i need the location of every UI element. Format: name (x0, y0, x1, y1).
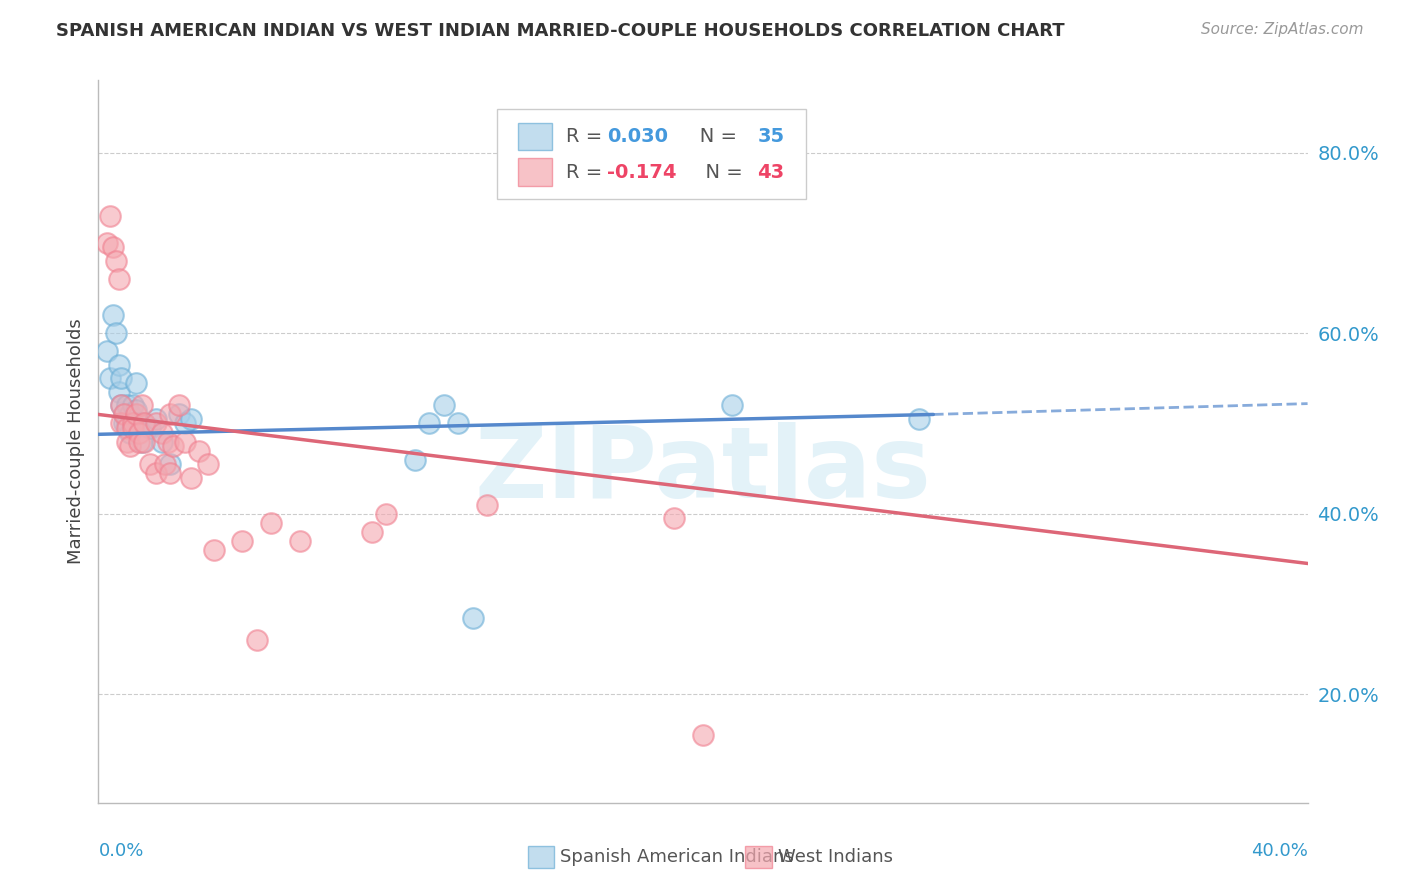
Point (145, 466, 167, 480)
Point (134, 417, 156, 431)
Y-axis label: Married-couple Households: Married-couple Households (66, 318, 84, 565)
Point (101, 308, 124, 322)
Point (433, 398, 456, 412)
Point (159, 466, 181, 480)
Point (197, 457, 219, 471)
Point (107, 358, 129, 372)
Point (120, 425, 142, 440)
Point (260, 516, 283, 530)
Point (115, 398, 138, 412)
Point (145, 417, 167, 431)
Point (361, 524, 384, 539)
Point (112, 408, 135, 422)
Point (122, 421, 145, 435)
Text: SPANISH AMERICAN INDIAN VS WEST INDIAN MARRIED-COUPLE HOUSEHOLDS CORRELATION CHA: SPANISH AMERICAN INDIAN VS WEST INDIAN M… (56, 22, 1064, 40)
Point (150, 434, 173, 449)
Point (112, 417, 135, 431)
Point (288, 533, 311, 548)
Point (167, 398, 190, 412)
Point (664, 511, 686, 525)
FancyBboxPatch shape (527, 847, 554, 868)
Point (139, 421, 162, 435)
Point (107, 272, 129, 286)
Point (150, 425, 173, 440)
Point (139, 457, 162, 471)
Text: R =: R = (567, 162, 609, 182)
Point (112, 408, 135, 422)
FancyBboxPatch shape (745, 847, 772, 868)
Point (122, 417, 145, 431)
Point (110, 398, 132, 412)
Point (188, 443, 211, 458)
Point (418, 417, 440, 431)
Point (115, 421, 138, 435)
Point (231, 533, 253, 548)
Point (122, 417, 145, 431)
Point (159, 457, 181, 471)
Point (447, 417, 470, 431)
Point (246, 633, 269, 648)
Text: 0.0%: 0.0% (98, 842, 143, 860)
Text: 40.0%: 40.0% (1251, 842, 1308, 860)
Point (134, 417, 156, 431)
Point (120, 439, 142, 453)
Point (96, 235, 118, 250)
Point (153, 457, 176, 471)
Point (107, 384, 129, 399)
Point (720, 398, 742, 412)
Point (167, 408, 190, 422)
Point (180, 471, 202, 485)
Point (692, 728, 714, 742)
Point (145, 412, 167, 426)
Text: ZIPatlas: ZIPatlas (475, 422, 931, 519)
Text: 43: 43 (758, 162, 785, 182)
Point (98, 371, 121, 385)
Point (180, 412, 202, 426)
Point (110, 398, 132, 412)
Point (104, 253, 127, 268)
Point (115, 434, 138, 449)
Point (134, 434, 156, 449)
Point (162, 439, 184, 453)
Point (125, 403, 148, 417)
Point (110, 417, 132, 431)
Point (908, 412, 931, 426)
Point (173, 434, 195, 449)
Point (125, 408, 148, 422)
Point (404, 452, 426, 467)
Point (128, 417, 150, 431)
Point (98, 209, 121, 223)
Text: N =: N = (693, 162, 749, 182)
Text: 35: 35 (758, 128, 785, 146)
Point (104, 326, 127, 341)
Point (131, 434, 153, 449)
Point (159, 408, 181, 422)
Point (156, 434, 179, 449)
Point (101, 240, 124, 254)
Text: R =: R = (567, 128, 609, 146)
Point (125, 376, 148, 390)
Point (115, 417, 138, 431)
Point (120, 408, 142, 422)
FancyBboxPatch shape (498, 109, 806, 200)
Point (128, 425, 150, 440)
Point (122, 398, 145, 412)
FancyBboxPatch shape (517, 123, 553, 151)
Text: -0.174: -0.174 (607, 162, 676, 182)
Text: N =: N = (682, 128, 744, 146)
Point (96, 344, 118, 359)
Point (475, 498, 498, 512)
Text: West Indians: West Indians (778, 848, 893, 866)
Point (202, 542, 225, 557)
Point (110, 371, 132, 385)
Point (131, 398, 153, 412)
Text: Spanish American Indians: Spanish American Indians (561, 848, 794, 866)
Point (461, 610, 484, 624)
Point (375, 507, 398, 521)
Text: Source: ZipAtlas.com: Source: ZipAtlas.com (1201, 22, 1364, 37)
Point (173, 417, 195, 431)
Point (128, 434, 150, 449)
Text: 0.030: 0.030 (607, 128, 668, 146)
FancyBboxPatch shape (517, 158, 553, 186)
